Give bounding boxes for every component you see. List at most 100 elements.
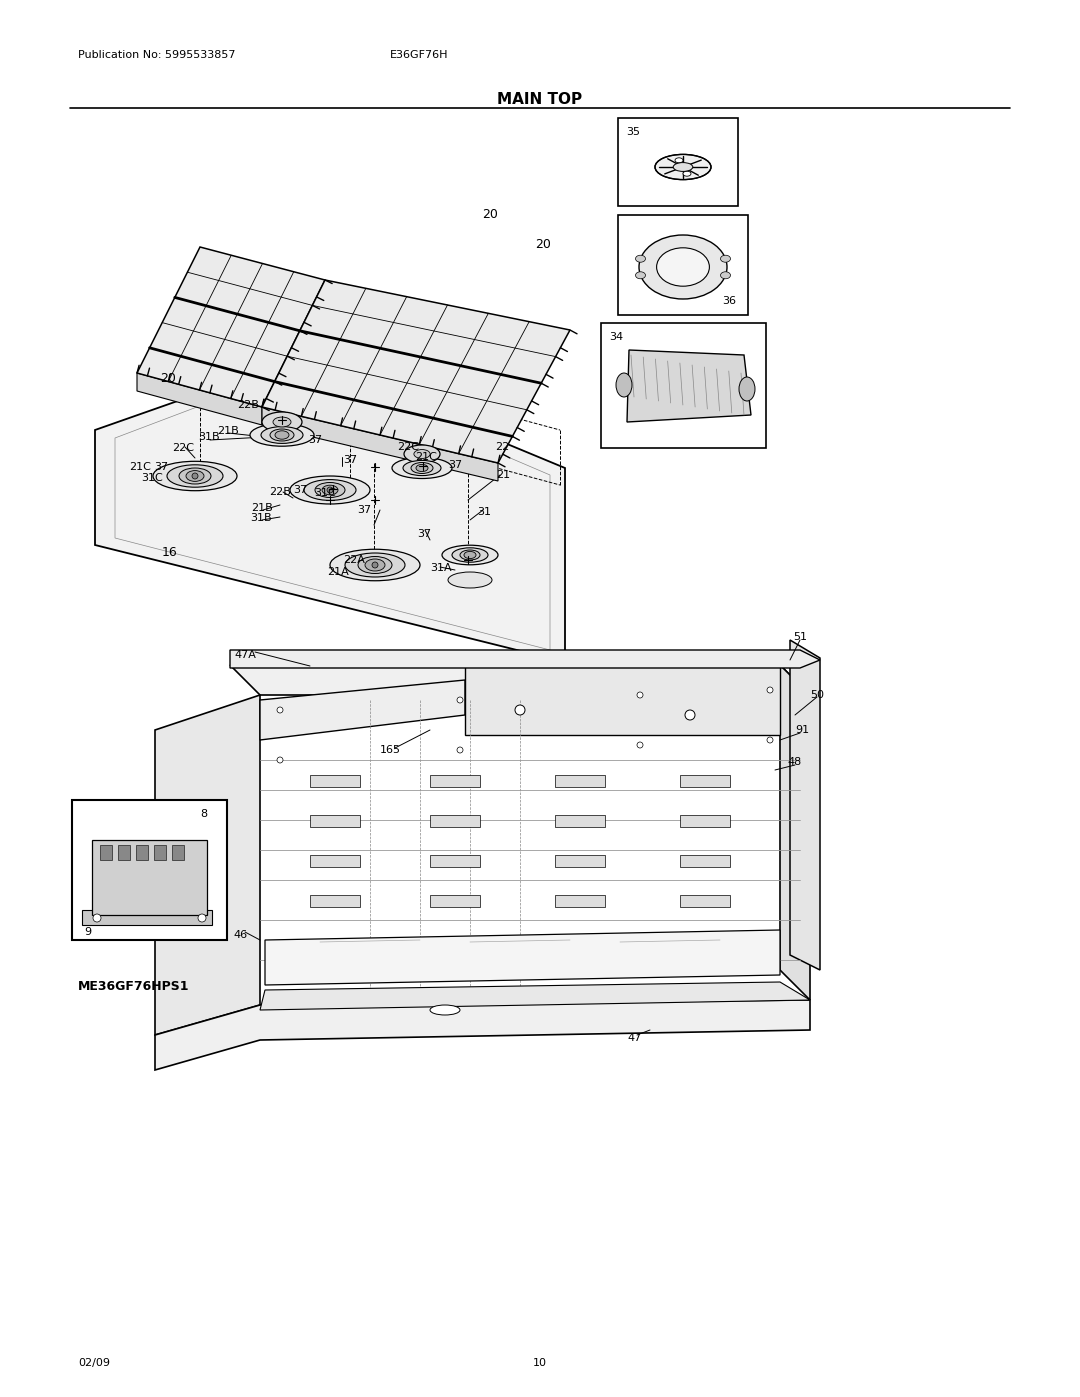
Polygon shape (627, 351, 751, 422)
Bar (618, 117, 738, 205)
Bar (310, 814, 360, 827)
Ellipse shape (167, 465, 222, 488)
Ellipse shape (683, 172, 691, 176)
Text: 46: 46 (233, 930, 247, 940)
Ellipse shape (303, 479, 356, 500)
Text: 34: 34 (609, 332, 623, 342)
Ellipse shape (673, 162, 692, 172)
Ellipse shape (153, 461, 237, 490)
Bar (680, 895, 730, 907)
Ellipse shape (411, 462, 433, 474)
Ellipse shape (322, 485, 338, 495)
Ellipse shape (262, 412, 302, 432)
Bar (680, 814, 730, 827)
Polygon shape (230, 650, 820, 668)
Text: 31A: 31A (430, 563, 451, 573)
Circle shape (93, 914, 102, 922)
Circle shape (276, 757, 283, 763)
Polygon shape (137, 373, 262, 425)
Circle shape (767, 687, 773, 693)
Text: 20: 20 (482, 208, 498, 222)
Bar (555, 814, 605, 827)
Polygon shape (100, 845, 112, 861)
Text: 31B: 31B (251, 513, 272, 522)
Ellipse shape (460, 550, 480, 560)
Circle shape (327, 488, 333, 493)
Ellipse shape (453, 548, 488, 562)
Ellipse shape (414, 450, 430, 458)
Bar (310, 855, 360, 868)
Text: 37: 37 (154, 462, 168, 472)
Ellipse shape (639, 235, 727, 299)
Ellipse shape (357, 556, 392, 574)
Ellipse shape (330, 549, 420, 581)
Text: 20: 20 (535, 239, 551, 251)
Ellipse shape (261, 426, 303, 443)
Text: 36: 36 (723, 296, 735, 306)
Text: 31C: 31C (141, 474, 163, 483)
Text: 21: 21 (496, 469, 510, 481)
Ellipse shape (249, 423, 314, 446)
Polygon shape (260, 982, 810, 1010)
Text: 16: 16 (162, 545, 178, 559)
Text: 21C: 21C (415, 453, 437, 462)
Polygon shape (92, 840, 207, 915)
Ellipse shape (345, 553, 405, 577)
Text: 37: 37 (417, 529, 431, 539)
Text: 21C: 21C (130, 462, 151, 472)
Text: 165: 165 (379, 745, 401, 754)
Circle shape (457, 697, 463, 703)
Ellipse shape (720, 256, 730, 263)
Circle shape (637, 692, 643, 698)
Circle shape (767, 738, 773, 743)
Polygon shape (95, 358, 565, 662)
Text: 21A: 21A (327, 567, 349, 577)
Ellipse shape (654, 155, 711, 180)
Ellipse shape (270, 429, 294, 441)
Circle shape (457, 747, 463, 753)
Bar (72, 800, 227, 940)
Ellipse shape (403, 461, 441, 475)
Text: 02/09: 02/09 (78, 1358, 110, 1368)
Polygon shape (230, 665, 810, 694)
Text: 8: 8 (200, 809, 207, 819)
Bar (430, 814, 480, 827)
Ellipse shape (365, 559, 384, 571)
Text: 35: 35 (626, 127, 640, 137)
Ellipse shape (720, 272, 730, 279)
Ellipse shape (315, 482, 345, 497)
Ellipse shape (448, 571, 492, 588)
Circle shape (637, 742, 643, 747)
Text: 31C: 31C (314, 488, 336, 497)
Text: 21B: 21B (252, 503, 273, 513)
Polygon shape (265, 930, 780, 985)
Text: 50: 50 (810, 690, 824, 700)
Text: 31: 31 (477, 507, 491, 517)
Bar (680, 775, 730, 787)
Text: 22B: 22B (238, 400, 259, 409)
Ellipse shape (275, 430, 289, 439)
Polygon shape (118, 845, 130, 861)
Bar (555, 855, 605, 868)
Polygon shape (136, 845, 148, 861)
Ellipse shape (635, 272, 646, 279)
Text: 9: 9 (84, 928, 91, 937)
Polygon shape (156, 694, 260, 1035)
Polygon shape (780, 665, 810, 1000)
Bar (430, 855, 480, 868)
Text: 10: 10 (534, 1358, 546, 1368)
Circle shape (685, 710, 696, 719)
Circle shape (192, 474, 198, 479)
Polygon shape (260, 680, 465, 740)
Polygon shape (154, 845, 166, 861)
Text: Publication No: 5995533857: Publication No: 5995533857 (78, 50, 235, 60)
Ellipse shape (416, 464, 428, 472)
Text: 22: 22 (495, 441, 509, 453)
Bar (618, 215, 748, 314)
Text: 47A: 47A (234, 650, 256, 659)
Ellipse shape (464, 552, 476, 559)
Bar (430, 895, 480, 907)
Ellipse shape (657, 247, 710, 286)
Ellipse shape (442, 545, 498, 564)
Polygon shape (172, 845, 184, 861)
